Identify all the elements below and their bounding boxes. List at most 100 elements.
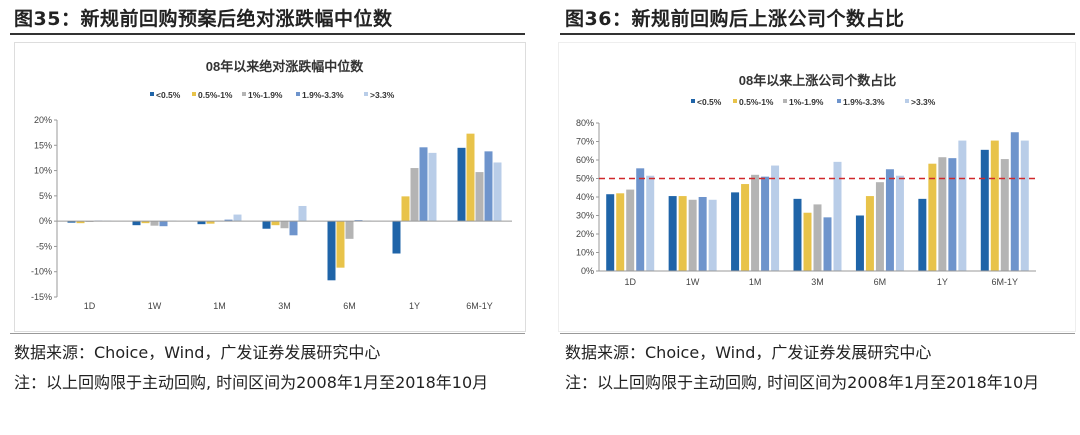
x-tick-label: 3M — [278, 301, 291, 311]
y-tick-label: 70% — [576, 137, 594, 147]
bar-1.9%-3.3%-6M-1Y — [1010, 132, 1019, 271]
y-tick-label: 10% — [34, 166, 52, 176]
bar-<0.5%-1W — [132, 221, 141, 226]
bar-1.9%-3.3%-1M — [761, 176, 770, 271]
bar-0.5%-1%-6M-1Y — [466, 133, 475, 222]
bar-1.9%-3.3%-1Y — [419, 147, 428, 222]
x-tick-label: 1W — [686, 277, 700, 287]
y-tick-label: 5% — [39, 191, 52, 201]
legend-label: >3.3% — [911, 97, 936, 107]
y-tick-label: 60% — [576, 155, 594, 165]
bar-1.9%-3.3%-3M — [289, 221, 298, 236]
bar->3.3%-3M — [833, 161, 842, 271]
y-tick-label: 20% — [576, 229, 594, 239]
chart-title: 08年以来绝对涨跌幅中位数 — [206, 59, 364, 74]
y-tick-label: 30% — [576, 211, 594, 221]
bar-<0.5%-1D — [67, 221, 76, 223]
bar-0.5%-1%-1M — [741, 184, 750, 271]
x-tick-label: 1M — [213, 301, 226, 311]
bar-<0.5%-6M-1Y — [457, 147, 466, 222]
bar-1%-1.9%-1W — [688, 199, 697, 271]
y-tick-label: 50% — [576, 174, 594, 184]
bar-<0.5%-1W — [668, 196, 677, 271]
bar-<0.5%-6M — [327, 221, 336, 281]
bar->3.3%-1Y — [428, 152, 437, 222]
divider — [560, 333, 1075, 334]
x-tick-label: 6M — [874, 277, 887, 287]
bar-0.5%-1%-1Y — [401, 196, 410, 222]
bar->3.3%-6M-1Y — [1020, 140, 1029, 271]
bar-1.9%-3.3%-6M-1Y — [484, 151, 493, 222]
legend-swatch — [905, 99, 909, 103]
x-tick-label: 1W — [148, 301, 162, 311]
y-tick-label: 80% — [576, 118, 594, 128]
bar-1.9%-3.3%-1W — [159, 221, 168, 227]
legend-swatch — [837, 99, 841, 103]
bar-0.5%-1%-1Y — [928, 163, 937, 271]
bar->3.3%-1M — [233, 214, 242, 222]
bar-<0.5%-1D — [606, 194, 615, 271]
legend-swatch — [691, 99, 695, 103]
bar-<0.5%-3M — [262, 221, 271, 229]
bar-1.9%-3.3%-1W — [698, 197, 707, 271]
x-tick-label: 1M — [749, 277, 762, 287]
bar-1.9%-3.3%-6M — [885, 169, 894, 271]
bar-1%-1.9%-3M — [813, 204, 822, 271]
bar->3.3%-6M-1Y — [493, 162, 502, 222]
bar-1%-1.9%-6M-1Y — [475, 172, 484, 222]
figure-35-source: 数据来源：Choice，Wind，广发证券发展研究中心 — [14, 343, 381, 362]
legend-label: 1.9%-3.3% — [302, 90, 344, 100]
figure-36-title: 图36：新规前回购后上涨公司个数占比 — [565, 8, 905, 30]
bar-0.5%-1%-1M — [206, 221, 215, 224]
bar->3.3%-1M — [771, 165, 780, 271]
bar-1%-1.9%-6M — [875, 182, 884, 271]
legend-label: <0.5% — [156, 90, 181, 100]
bar-<0.5%-1Y — [392, 221, 401, 254]
legend-label: 1.9%-3.3% — [843, 97, 885, 107]
bar-0.5%-1%-3M — [271, 221, 280, 226]
bar-1%-1.9%-1Y — [410, 168, 419, 222]
bar-<0.5%-6M-1Y — [980, 149, 989, 271]
bar-1.9%-3.3%-3M — [823, 217, 832, 271]
figure-35-title: 图35：新规前回购预案后绝对涨跌幅中位数 — [14, 8, 393, 30]
x-tick-label: 1D — [624, 277, 636, 287]
bar->3.3%-3M — [298, 205, 307, 222]
bar-1%-1.9%-3M — [280, 221, 289, 229]
x-tick-label: 6M-1Y — [466, 301, 493, 311]
bar-<0.5%-1M — [197, 221, 206, 225]
bar-0.5%-1%-6M — [865, 196, 874, 271]
divider — [10, 333, 525, 334]
bar-<0.5%-1Y — [918, 198, 927, 271]
y-tick-label: -5% — [36, 241, 52, 251]
bar->3.3%-1D — [646, 175, 655, 271]
bar-1.9%-3.3%-1D — [636, 168, 645, 271]
title-rule — [10, 33, 525, 35]
chart-35: 08年以来绝对涨跌幅中位数 <0.5% 0.5%-1% 1%-1.9% 1.9%-3.3… — [31, 59, 512, 311]
x-tick-label: 1Y — [937, 277, 948, 287]
y-tick-label: 10% — [576, 248, 594, 258]
legend-swatch — [364, 92, 368, 96]
bar->3.3%-1W — [708, 199, 717, 271]
x-tick-label: 1Y — [409, 301, 420, 311]
y-tick-label: 15% — [34, 140, 52, 150]
bar-1%-1.9%-1W — [150, 221, 159, 226]
legend-label: 1%-1.9% — [248, 90, 283, 100]
bar-1.9%-3.3%-1Y — [948, 158, 957, 271]
chart-title: 08年以来上涨公司个数占比 — [739, 73, 896, 88]
bar-0.5%-1%-1D — [616, 193, 625, 271]
bar-1%-1.9%-6M-1Y — [1000, 159, 1009, 271]
legend-swatch — [242, 92, 246, 96]
figure-35-note: 注：以上回购限于主动回购, 时间区间为2008年1月至2018年10月 — [14, 373, 489, 392]
chart-36: 08年以来上涨公司个数占比 <0.5% 0.5%-1% 1%-1.9% 1.9%-3.3… — [576, 73, 1036, 287]
bar-0.5%-1%-6M-1Y — [990, 140, 999, 271]
legend-label: 0.5%-1% — [739, 97, 774, 107]
bar-<0.5%-1M — [731, 192, 740, 271]
bar-1%-1.9%-1Y — [938, 157, 947, 271]
bar->3.3%-1Y — [958, 140, 967, 271]
bar-1.9%-3.3%-6M — [354, 220, 363, 222]
bar-0.5%-1%-3M — [803, 212, 812, 271]
bar-<0.5%-3M — [793, 198, 802, 271]
title-rule — [560, 33, 1075, 35]
bar-0.5%-1%-1W — [141, 221, 150, 224]
bar-0.5%-1%-6M — [336, 221, 345, 268]
